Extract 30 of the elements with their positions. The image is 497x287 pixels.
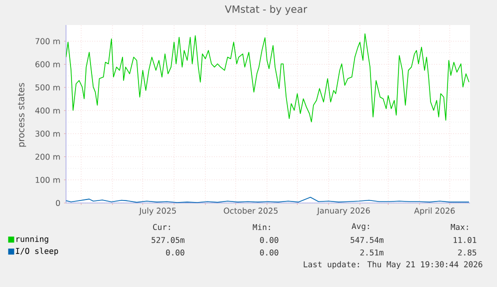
text: Max: xyxy=(450,224,468,230)
text: 11.01 xyxy=(454,236,476,244)
legend-label: running xyxy=(16,236,48,244)
text: 0.00 xyxy=(260,236,278,244)
y-tick-label: 500 m xyxy=(36,84,60,90)
text: 0.00 xyxy=(260,249,278,256)
y-axis-title: process states xyxy=(18,82,26,147)
y-tick-label: 400 m xyxy=(35,108,60,114)
text: 527.05m xyxy=(152,236,184,244)
x-tick-label: July 2025 xyxy=(138,208,176,216)
text: Last update: Thu May 21 19:30:44 2026 xyxy=(304,261,482,269)
y-tick-label: 300 m xyxy=(35,130,60,137)
x-tick-label: October 2025 xyxy=(224,208,278,214)
y-tick-label: 700 m xyxy=(36,38,60,44)
text: 0.00 xyxy=(166,249,184,256)
x-tick-label: April 2026 xyxy=(414,208,455,216)
y-tick-label: 200 m xyxy=(35,154,60,160)
legend-label: I/O sleep xyxy=(16,248,58,256)
text: Min: xyxy=(252,224,270,230)
text: 2.85 xyxy=(458,249,476,256)
y-tick-label: 100 m xyxy=(36,176,60,183)
chart-title: VMstat - by year xyxy=(224,5,308,15)
text: 2.51m xyxy=(360,249,384,256)
y-tick-label: 600 m xyxy=(35,61,60,68)
text: Avg: xyxy=(352,223,369,231)
x-tick-label: January 2026 xyxy=(316,208,370,216)
y-tick-label: 0 xyxy=(56,200,60,206)
text: Cur: xyxy=(153,224,170,230)
line-series xyxy=(66,33,470,122)
text: 547.54m xyxy=(350,237,384,243)
